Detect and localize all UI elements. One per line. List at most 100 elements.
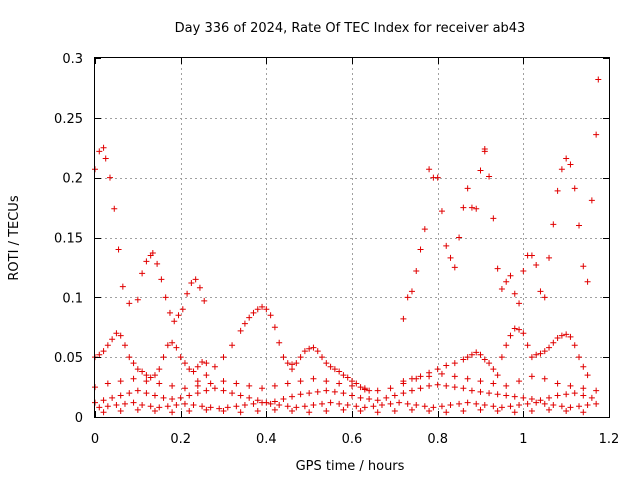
data-point-plus xyxy=(192,276,199,283)
data-point-plus xyxy=(130,360,137,367)
data-point-plus xyxy=(580,263,587,270)
data-point-plus xyxy=(220,354,227,361)
data-point-plus xyxy=(460,408,467,415)
data-point-plus xyxy=(391,392,398,399)
data-point-plus xyxy=(164,342,171,349)
data-point-plus xyxy=(314,348,321,355)
data-point-plus xyxy=(139,402,146,409)
data-point-plus xyxy=(554,392,561,399)
data-point-plus xyxy=(199,358,206,365)
data-point-plus xyxy=(100,409,107,416)
data-point-plus xyxy=(336,400,343,407)
data-point-plus xyxy=(588,394,595,401)
y-tick-label: 0.3 xyxy=(62,52,83,67)
data-point-plus xyxy=(447,254,454,261)
data-point-plus xyxy=(186,408,193,415)
data-point-plus xyxy=(162,294,169,301)
data-point-plus xyxy=(96,148,103,155)
data-point-plus xyxy=(494,391,501,398)
data-point-plus xyxy=(473,205,480,212)
data-point-plus xyxy=(593,131,600,138)
data-point-plus xyxy=(595,76,602,83)
data-point-plus xyxy=(417,385,424,392)
data-point-plus xyxy=(443,242,450,249)
data-point-plus xyxy=(443,409,450,416)
data-point-plus xyxy=(451,384,458,391)
data-point-plus xyxy=(293,404,300,411)
data-point-plus xyxy=(366,387,373,394)
data-point-plus xyxy=(254,397,261,404)
data-point-plus xyxy=(486,390,493,397)
y-tick-label: 0.25 xyxy=(54,112,83,127)
data-point-plus xyxy=(434,381,441,388)
data-point-plus xyxy=(171,318,178,325)
data-point-plus xyxy=(349,392,355,399)
x-tick-label: 0 xyxy=(91,432,99,447)
data-point-plus xyxy=(558,403,565,410)
data-point-plus xyxy=(336,368,343,375)
data-point-plus xyxy=(486,360,493,367)
data-point-plus xyxy=(121,342,128,349)
data-point-plus xyxy=(259,399,266,406)
data-point-plus xyxy=(199,403,206,410)
data-point-plus xyxy=(477,351,484,358)
data-point-plus xyxy=(284,380,291,387)
data-point-plus xyxy=(196,284,203,291)
data-point-plus xyxy=(400,390,407,397)
data-point-plus xyxy=(541,375,548,382)
data-point-plus xyxy=(361,404,368,411)
data-point-plus xyxy=(511,393,518,400)
data-point-plus xyxy=(186,366,193,373)
data-point-plus xyxy=(224,404,231,411)
data-point-plus xyxy=(477,406,484,413)
data-point-plus xyxy=(233,380,240,387)
data-point-plus xyxy=(306,390,313,397)
data-point-plus xyxy=(451,360,458,367)
data-point-plus xyxy=(554,335,561,342)
data-point-plus xyxy=(169,382,176,389)
data-point-plus xyxy=(177,354,184,361)
data-point-plus xyxy=(507,272,514,279)
data-point-plus xyxy=(426,408,433,415)
data-point-plus xyxy=(126,354,133,361)
data-point-plus xyxy=(327,363,334,370)
data-point-plus xyxy=(524,400,531,407)
data-point-plus xyxy=(241,320,248,327)
data-point-plus xyxy=(477,167,484,174)
data-point-plus xyxy=(156,366,163,373)
data-point-plus xyxy=(117,408,124,415)
data-point-plus xyxy=(550,221,557,228)
data-point-plus xyxy=(546,394,553,401)
data-point-plus xyxy=(558,166,565,173)
data-point-plus xyxy=(473,349,480,356)
data-point-plus xyxy=(546,344,553,351)
data-point-plus xyxy=(194,363,201,370)
data-point-plus xyxy=(413,402,420,409)
data-point-plus xyxy=(507,332,514,339)
data-point-plus xyxy=(567,161,574,168)
data-point-plus xyxy=(143,390,150,397)
data-point-plus xyxy=(237,409,244,416)
data-point-plus xyxy=(173,402,180,409)
data-point-plus xyxy=(438,403,445,410)
data-point-plus xyxy=(576,403,583,410)
tick-labels: 0 0.2 0.4 0.6 0.8 1 1.2 0 0.05 0.1 0.15 0.2 0.25 0.3 xyxy=(54,52,619,447)
data-point-plus xyxy=(481,402,488,409)
data-point-plus xyxy=(490,366,497,373)
data-point-plus xyxy=(413,375,420,382)
data-point-plus xyxy=(468,387,475,394)
data-point-plus xyxy=(481,356,488,363)
data-point-plus xyxy=(297,391,304,398)
data-point-plus xyxy=(293,360,300,367)
data-point-plus xyxy=(520,394,527,401)
data-point-plus xyxy=(96,351,103,358)
data-point-plus xyxy=(117,392,124,399)
data-point-plus xyxy=(203,406,210,413)
data-point-plus xyxy=(567,404,574,411)
data-point-plus xyxy=(417,373,424,380)
data-point-plus xyxy=(117,378,124,385)
data-point-plus xyxy=(528,408,535,415)
data-point-plus xyxy=(319,400,326,407)
data-point-plus xyxy=(443,362,450,369)
data-point-plus xyxy=(528,373,535,380)
